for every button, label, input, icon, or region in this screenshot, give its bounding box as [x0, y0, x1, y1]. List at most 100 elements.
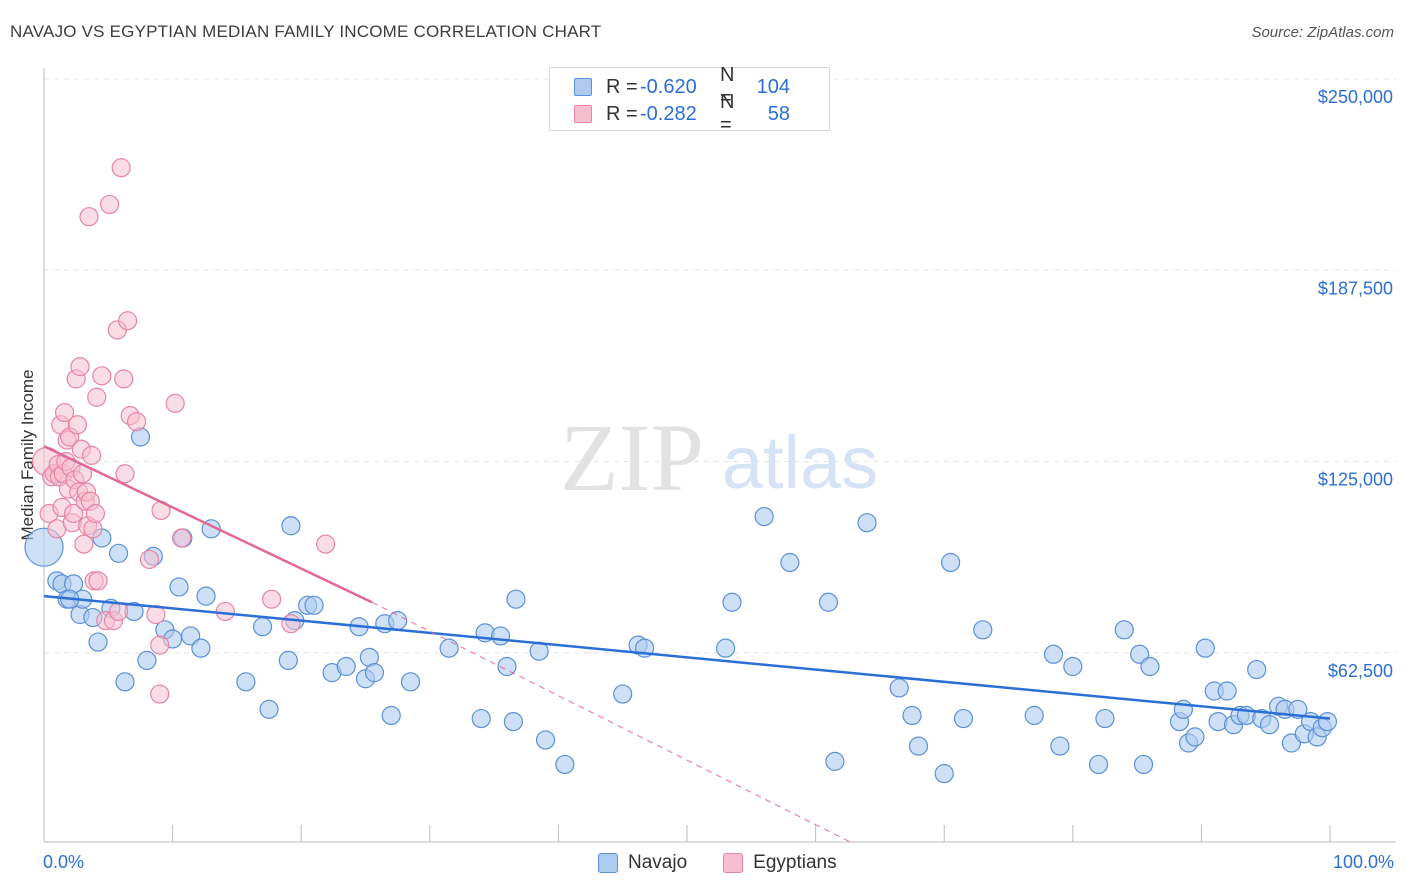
navajo-point	[1247, 659, 1267, 680]
egyptians-point	[87, 387, 107, 407]
y-tick-label: $62,500	[1328, 661, 1393, 681]
n-value: 104	[756, 75, 790, 98]
navajo-point	[1088, 754, 1109, 775]
navajo-point	[336, 656, 356, 677]
navajo-point	[108, 543, 129, 563]
egyptians-point	[70, 357, 90, 377]
navajo-point	[613, 684, 633, 704]
navajo-point	[304, 595, 324, 615]
navajo-points	[24, 427, 1338, 784]
y-tick-label: $187,500	[1318, 278, 1393, 298]
x-max-label: 100.0%	[1332, 852, 1394, 872]
navajo-point	[169, 577, 189, 597]
navajo-point	[388, 611, 408, 631]
navajo-point	[115, 672, 135, 692]
y-tick-labels: $62,500 $125,000 $187,500 $250,000	[1318, 87, 1393, 681]
navajo-point	[497, 656, 517, 677]
y-tick-label: $125,000	[1318, 470, 1393, 490]
navajo-point	[1208, 711, 1228, 732]
egyptians-point	[111, 158, 131, 178]
navajo-point	[1043, 644, 1064, 664]
navajo-point	[953, 708, 974, 729]
navajo-point	[754, 506, 774, 527]
legend-label-navajo: Navajo	[628, 852, 688, 873]
navajo-point	[857, 513, 877, 533]
egyptians-point	[150, 684, 170, 704]
watermark: ZIP atlas	[560, 404, 878, 511]
navajo-point	[1114, 620, 1134, 640]
egyptians-points	[31, 158, 336, 704]
egyptians-point	[54, 402, 75, 423]
navajo-point	[400, 672, 421, 692]
watermark-zip: ZIP	[560, 404, 704, 511]
grid-lines	[44, 78, 1396, 654]
n-value: 58	[767, 102, 790, 125]
series-legend: Navajo Egyptians	[598, 852, 873, 874]
egyptians-point	[99, 194, 120, 215]
egyptians-point	[79, 207, 99, 227]
legend-item-navajo[interactable]: Navajo	[598, 852, 687, 874]
navajo-point	[1095, 708, 1115, 729]
source-label: Source: ZipAtlas.com	[1251, 24, 1394, 41]
r-value: -0.282	[640, 102, 697, 125]
navajo-point	[503, 711, 523, 732]
n-label: N =	[720, 64, 735, 109]
legend-row-navajo: R = -0.620 N = 104	[550, 64, 790, 109]
navajo-point	[506, 589, 526, 609]
egyptians-point	[262, 589, 282, 609]
navajo-point	[973, 620, 993, 640]
navajo-point	[535, 730, 556, 750]
navajo-swatch	[574, 78, 592, 96]
navajo-point	[1259, 715, 1280, 735]
r-label: R =	[606, 75, 638, 98]
navajo-point	[722, 592, 742, 612]
egyptians-point	[115, 464, 135, 484]
egyptians-point	[126, 412, 147, 432]
navajo-point	[1140, 656, 1160, 677]
chart-title: NAVAJO VS EGYPTIAN MEDIAN FAMILY INCOME …	[10, 22, 602, 41]
egyptians-point	[67, 415, 88, 435]
correlation-legend: R = -0.620 N = 104 R = -0.282 N = 58	[549, 64, 830, 136]
navajo-point	[471, 708, 491, 729]
egyptians-point	[172, 528, 192, 548]
navajo-point	[281, 516, 301, 536]
n-label: N =	[720, 91, 735, 136]
navajo-point	[555, 754, 575, 775]
navajo-point	[1217, 681, 1237, 701]
egyptians-point	[150, 635, 170, 655]
legend-item-egyptians[interactable]: Egyptians	[723, 852, 837, 874]
egyptians-point	[85, 503, 106, 524]
navajo-point	[181, 626, 201, 646]
navajo-point	[902, 705, 922, 726]
egyptians-trend-extension	[371, 601, 855, 845]
legend-label-egyptians: Egyptians	[753, 852, 837, 873]
navajo-point	[1130, 644, 1150, 664]
navajo-point	[941, 552, 961, 573]
navajo-point	[381, 705, 401, 726]
navajo-point	[278, 650, 298, 671]
egyptians-trend-line	[43, 445, 373, 604]
navajo-point	[191, 638, 211, 658]
egyptians-point	[215, 601, 235, 622]
navajo-point	[253, 617, 273, 637]
egyptians-legend-swatch	[723, 853, 744, 873]
egyptians-point	[108, 601, 129, 622]
egyptians-point	[146, 604, 166, 625]
r-label: R =	[606, 102, 638, 125]
navajo-point	[1024, 705, 1044, 726]
navajo-point	[364, 663, 385, 683]
navajo-point	[137, 650, 157, 671]
navajo-point	[259, 699, 279, 719]
navajo-point	[780, 552, 800, 573]
navajo-point	[236, 672, 256, 692]
egyptians-point	[88, 571, 108, 591]
egyptians-point	[139, 549, 160, 570]
navajo-point	[1050, 736, 1070, 756]
navajo-point	[88, 632, 108, 652]
trend-lines	[43, 445, 1331, 845]
y-tick-label: $250,000	[1318, 87, 1393, 107]
navajo-point	[439, 638, 459, 658]
watermark-atlas: atlas	[722, 421, 878, 504]
navajo-point	[818, 592, 839, 612]
